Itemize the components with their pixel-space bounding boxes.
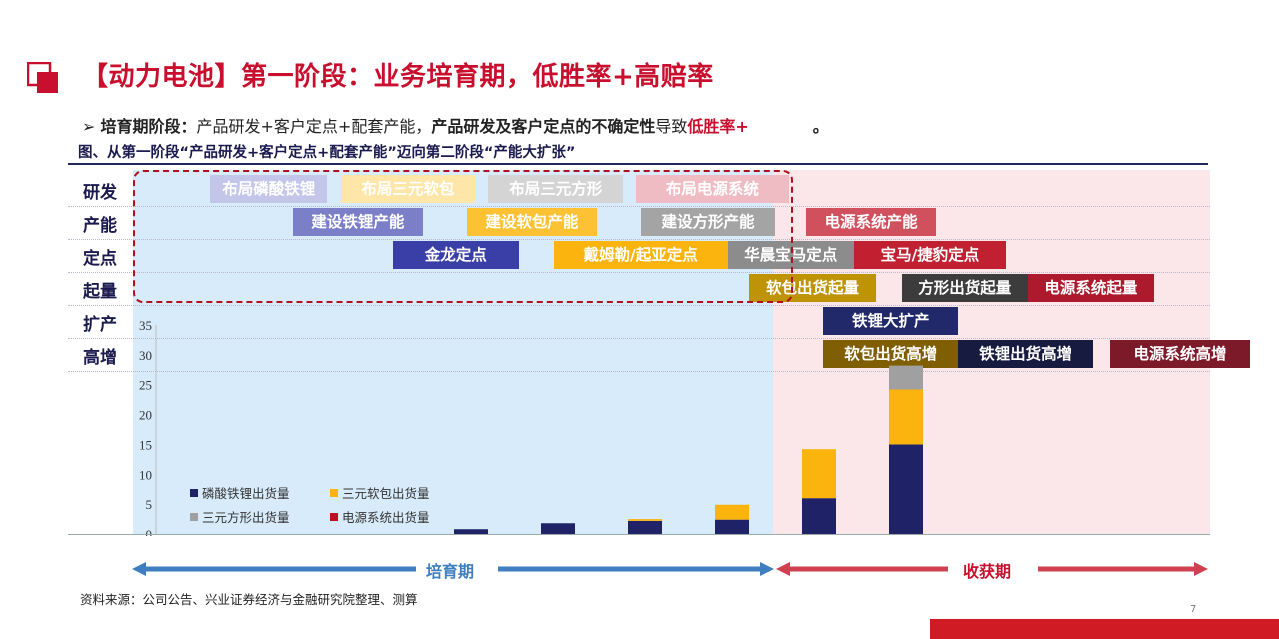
bullet-label: 培育期阶段：	[100, 117, 197, 136]
bullet-text-2: 产品研发及客户定点的不确定性	[431, 117, 656, 136]
bar-segment	[889, 365, 923, 390]
timeline-segment: 布局电源系统	[636, 175, 789, 203]
bar-segment	[715, 504, 749, 520]
y-tick-label: 10	[139, 467, 152, 482]
timeline-row-label: 扩产	[83, 315, 117, 335]
timeline-segment: 布局磷酸铁锂	[210, 175, 328, 203]
bar-segment	[541, 523, 575, 534]
timeline-row-divider	[68, 338, 1210, 339]
bar-segment	[802, 449, 836, 499]
bar-segment	[802, 498, 836, 534]
legend-label: 电源系统出货量	[342, 510, 430, 525]
y-tick-label: 35	[139, 318, 152, 333]
timeline-segment: 铁锂出货高增	[958, 340, 1094, 368]
timeline-segment: 金龙定点	[392, 241, 519, 269]
timeline-segment: 铁锂大扩产	[823, 307, 959, 335]
figure-title: 图、从第一阶段“产品研发+客户定点+配套产能”迈向第二阶段“产能大扩张”	[78, 145, 576, 161]
bottom-accent-bar	[930, 619, 1279, 639]
y-tick-label: 5	[146, 497, 153, 512]
page-number: 7	[1190, 604, 1197, 615]
timeline-segment: 电源系统高增	[1110, 340, 1250, 368]
legend-swatch	[190, 513, 198, 521]
timeline-row-label: 高增	[83, 348, 117, 368]
legend-label: 三元方形出货量	[202, 510, 290, 525]
timeline-segment: 建设方形产能	[640, 208, 776, 236]
legend-label: 三元软包出货量	[342, 486, 430, 501]
harvest-arrow	[776, 562, 1208, 576]
timeline-row-label: 研发	[83, 183, 117, 203]
timeline-segment: 戴姆勒/起亚定点	[553, 241, 728, 269]
bar-segment	[628, 520, 662, 534]
figure-top-rule	[68, 163, 1208, 165]
timeline-segment: 软包出货起量	[749, 274, 876, 302]
phase-arrows	[132, 562, 1208, 576]
timeline-row-divider	[68, 239, 1210, 240]
legend-label: 磷酸铁锂出货量	[202, 486, 290, 501]
source-note: 资料来源：公司公告、兴业证券经济与金融研究院整理、测算	[80, 592, 418, 607]
bullet-highlight: 低胜率+	[687, 117, 749, 136]
timeline-segment: 布局三元软包	[340, 175, 476, 203]
bullet-tail: 。	[812, 117, 829, 136]
legend-swatch	[190, 489, 198, 497]
timeline-segment: 建设软包产能	[466, 208, 598, 236]
timeline-segment: 布局三元方形	[488, 175, 624, 203]
timeline-segment: 软包出货高增	[823, 340, 959, 368]
bullet-marker: ➢	[82, 117, 96, 136]
timeline-row-divider	[68, 371, 1210, 372]
harvest-phase-label: 收获期	[963, 562, 1012, 581]
bullet-text-3: 导致	[655, 117, 688, 136]
timeline-segment: 电源系统起量	[1027, 274, 1154, 302]
cultivation-phase-label: 培育期	[426, 562, 475, 581]
timeline-row-divider	[68, 305, 1210, 306]
page-title: 【动力电池】第一阶段：业务培育期，低胜率+高赔率	[82, 62, 714, 92]
bar-segment	[889, 444, 923, 534]
bar-segment	[454, 529, 488, 534]
y-tick-label: 15	[139, 437, 152, 452]
legend-swatch	[330, 489, 338, 497]
y-tick-label: 0	[146, 527, 153, 536]
timeline-row-label: 产能	[83, 216, 117, 236]
timeline-segment: 华晨宝马定点	[727, 241, 854, 269]
y-tick-label: 30	[139, 348, 152, 363]
bar-segment	[628, 519, 662, 521]
y-tick-label: 25	[139, 378, 152, 393]
timeline-row-divider	[68, 272, 1210, 273]
bullet-point: ➢ 培育期阶段：产品研发+客户定点+配套产能，产品研发及客户定点的不确定性导致低…	[82, 113, 829, 137]
chart-baseline-rule	[68, 534, 1210, 535]
timeline-row-label: 起量	[83, 282, 117, 302]
timeline-segment: 方形出货起量	[901, 274, 1028, 302]
phase-one-highlight-box	[133, 170, 793, 303]
timeline-row-divider	[68, 206, 1210, 207]
legend-swatch	[330, 513, 338, 521]
shipment-bar-chart: 0510152025303520142015201620172018201920…	[139, 318, 923, 536]
timeline-segment: 建设铁锂产能	[292, 208, 424, 236]
cultivation-arrow	[132, 562, 774, 576]
y-tick-label: 20	[139, 408, 152, 423]
bullet-text-1: 产品研发+客户定点+配套产能，	[196, 117, 432, 136]
title-square-icon	[27, 62, 58, 93]
timeline-segment: 电源系统产能	[805, 208, 937, 236]
timeline-row-label: 定点	[83, 249, 117, 269]
bar-segment	[715, 519, 749, 534]
bar-segment	[889, 389, 923, 445]
timeline-segment: 宝马/捷豹定点	[853, 241, 1007, 269]
